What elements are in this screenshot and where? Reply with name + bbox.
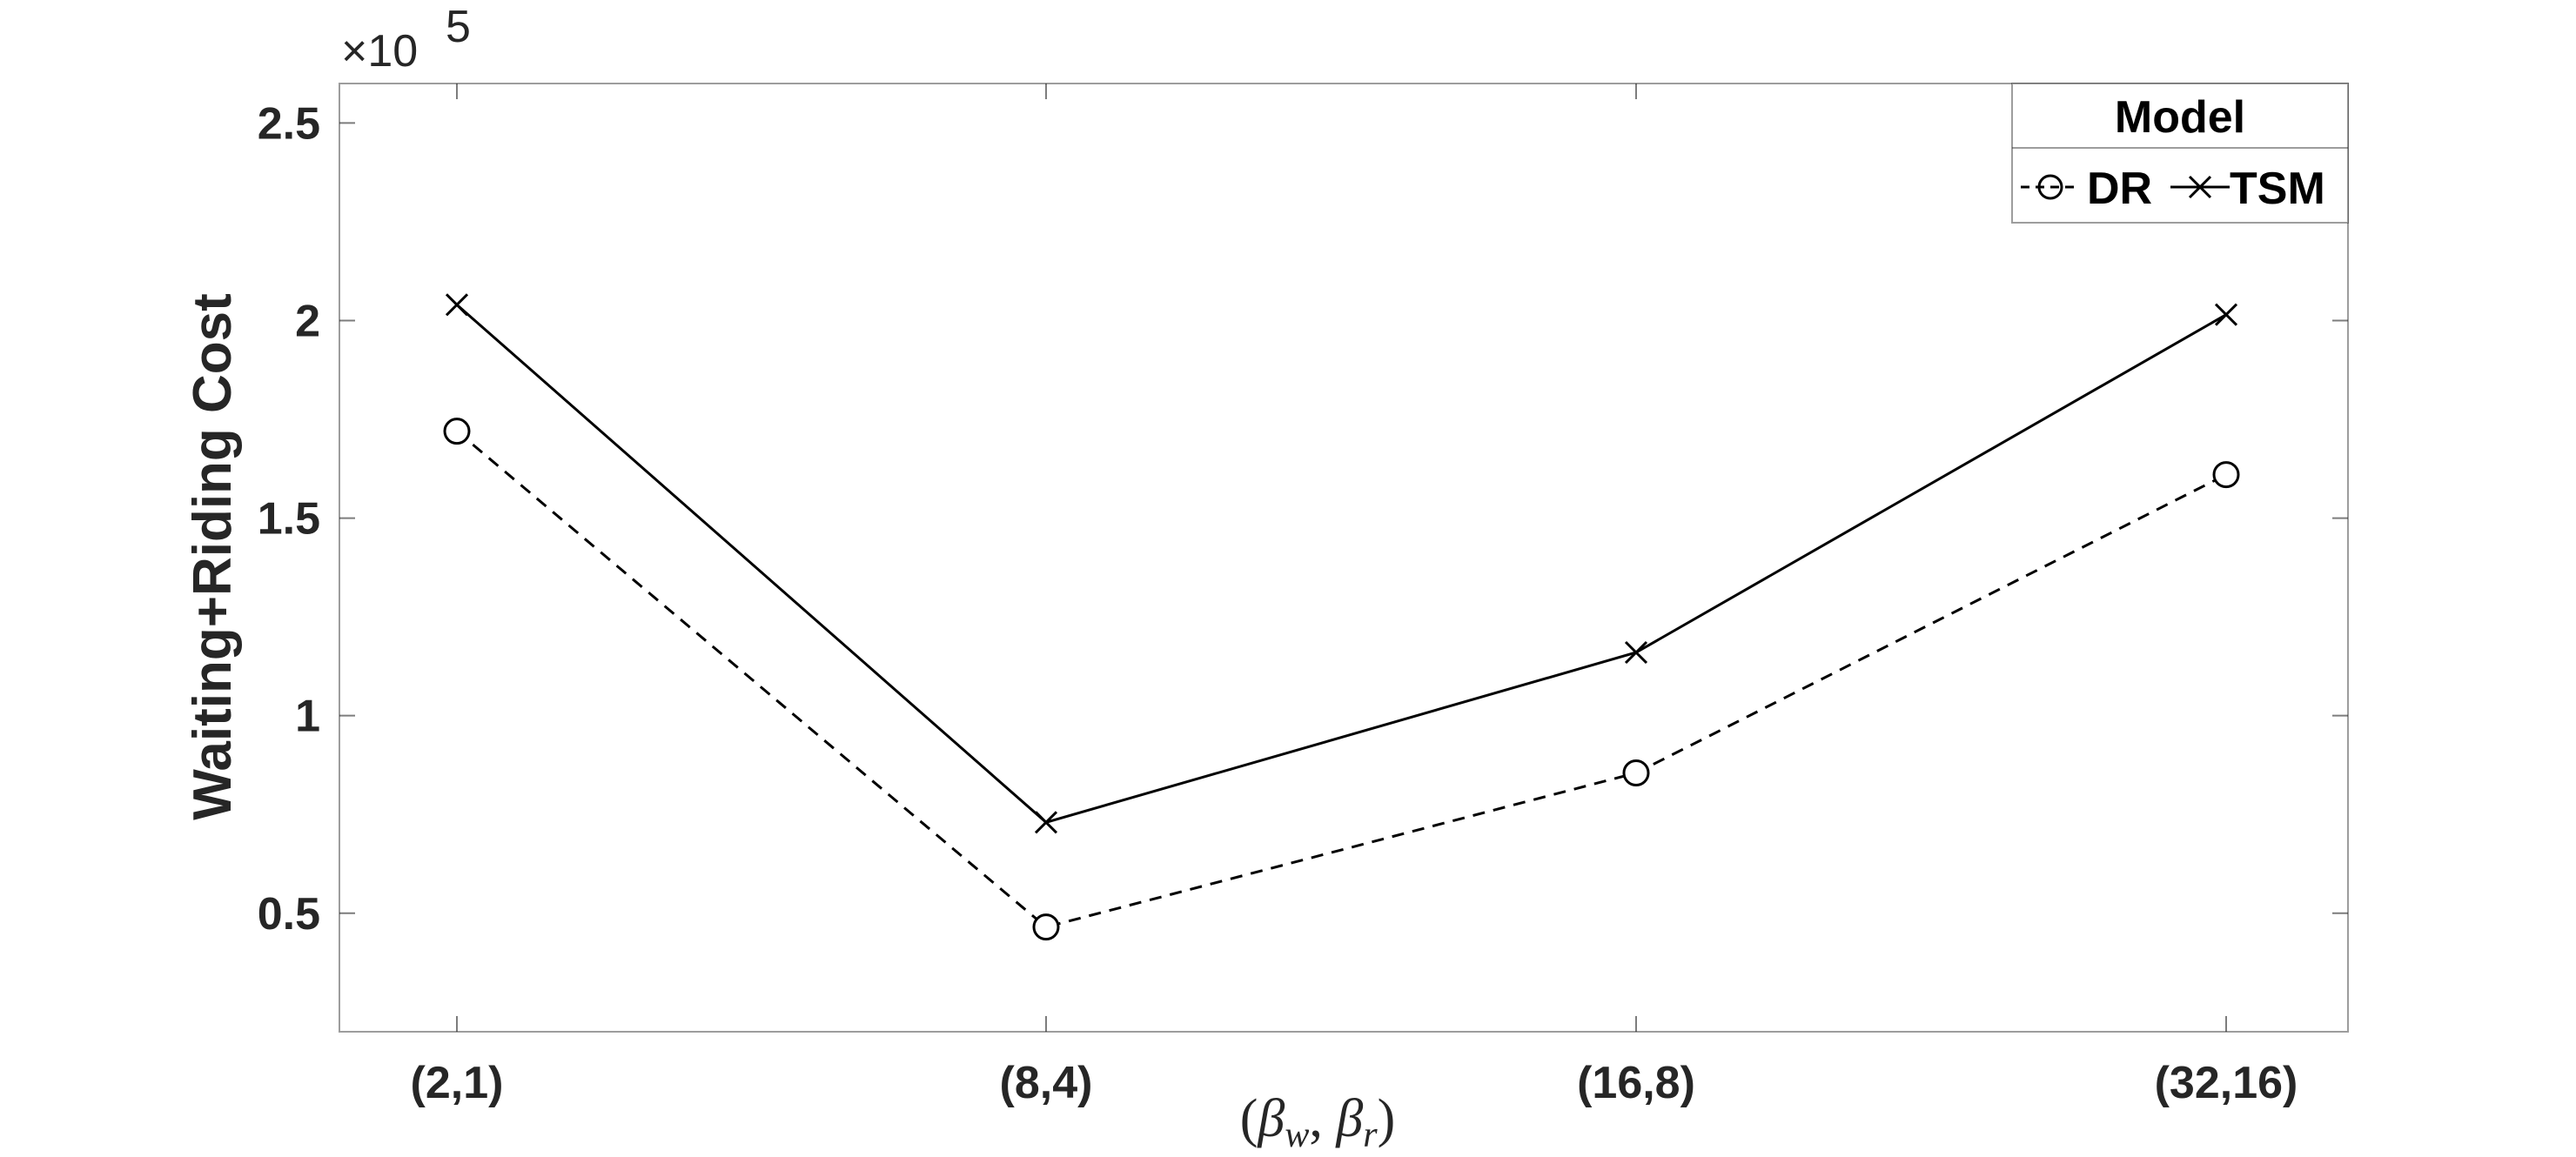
legend-dr-label: DR bbox=[2087, 164, 2152, 214]
y-tick-label: 2 bbox=[295, 297, 320, 347]
y-tick-label: 1 bbox=[295, 692, 320, 742]
y-exponent-power: 5 bbox=[446, 2, 471, 52]
legend-title: Model bbox=[2115, 92, 2245, 143]
x-tick-label: (2,1) bbox=[411, 1058, 504, 1108]
x-tick-label: (8,4) bbox=[1000, 1058, 1093, 1108]
data-point-dr bbox=[2212, 461, 2240, 489]
legend-box bbox=[2011, 83, 2349, 224]
y-tick-label: 2.5 bbox=[258, 98, 320, 149]
data-point-dr bbox=[1032, 913, 1060, 941]
data-point-tsm bbox=[1624, 640, 1648, 665]
x-axis-title-sep: , bbox=[1309, 1089, 1336, 1148]
x-axis-title-sub-w: w bbox=[1285, 1115, 1309, 1155]
legend-dr-marker bbox=[2037, 174, 2063, 200]
legend-tsm-marker bbox=[2188, 175, 2212, 199]
y-tick-label: 0.5 bbox=[258, 889, 320, 940]
data-point-dr bbox=[1622, 759, 1650, 787]
x-axis-title-sub-r: r bbox=[1363, 1115, 1378, 1155]
x-tick-label: (16,8) bbox=[1577, 1058, 1695, 1108]
x-axis-title-close: ) bbox=[1378, 1089, 1396, 1148]
y-exponent-label: ×10 bbox=[341, 26, 418, 77]
ticks-layer: 0.5 1 1.5 2 2.5 (2,1) (8,4) (16,8) (32,16) bbox=[258, 84, 2348, 1108]
data-point-tsm bbox=[445, 293, 469, 317]
x-axis-title-beta-w: β bbox=[1257, 1089, 1285, 1148]
x-axis-title-beta-r: β bbox=[1335, 1089, 1363, 1148]
series-line-dr bbox=[456, 430, 2227, 929]
x-axis-title: (βw, βr) bbox=[1240, 1089, 1395, 1155]
x-tick-label: (32,16) bbox=[2155, 1058, 2298, 1108]
x-axis-title-open: ( bbox=[1240, 1089, 1258, 1148]
data-point-tsm bbox=[2214, 303, 2238, 326]
data-point-dr bbox=[443, 418, 471, 445]
data-point-tsm bbox=[1034, 811, 1058, 834]
legend: Model DR TSM bbox=[2011, 83, 2349, 224]
y-tick-label: 1.5 bbox=[258, 494, 320, 545]
y-axis-title: Waiting+Riding Cost bbox=[183, 293, 243, 820]
legend-tsm-label: TSM bbox=[2230, 164, 2325, 214]
series-line-tsm bbox=[456, 304, 2227, 824]
plot-area bbox=[339, 83, 2349, 1033]
series-layer bbox=[443, 293, 2240, 941]
